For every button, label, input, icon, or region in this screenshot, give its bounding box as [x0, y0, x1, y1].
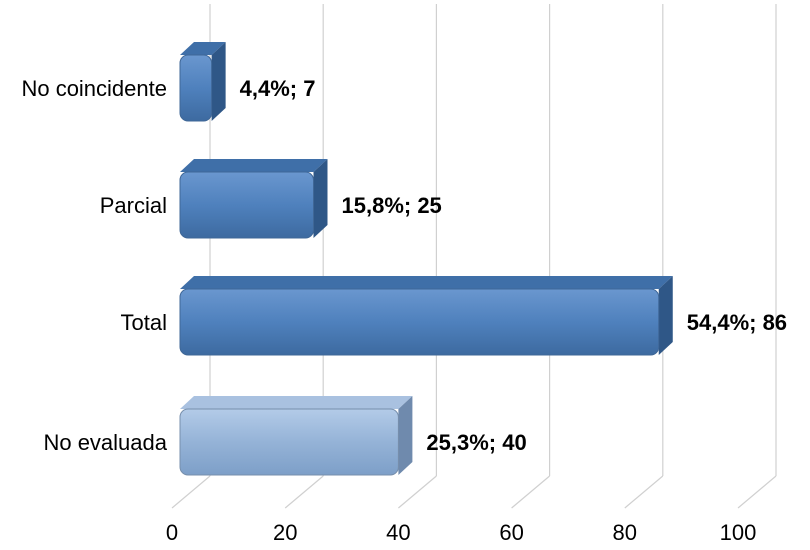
- gridlines: [171, 4, 777, 509]
- bar-side-face: [313, 159, 328, 238]
- bar-side-face: [658, 276, 673, 355]
- bar-top-face: [180, 276, 673, 289]
- data-label: 54,4%; 86: [687, 310, 787, 335]
- floor-line-40: [398, 475, 437, 509]
- bars: [179, 42, 673, 476]
- floor-line-100: [737, 475, 777, 509]
- category-label: No coincidente: [21, 76, 167, 101]
- category-label: No evaluada: [43, 430, 167, 455]
- x-tick-label: 60: [499, 520, 523, 545]
- bar-top-face: [180, 42, 226, 55]
- category-label: Parcial: [100, 193, 167, 218]
- bar-front-face: [179, 54, 213, 122]
- data-label: 25,3%; 40: [426, 430, 526, 455]
- x-tick-label: 0: [166, 520, 178, 545]
- bar-side-face: [211, 42, 226, 121]
- bar-front-face: [179, 408, 399, 476]
- x-tick-label: 20: [273, 520, 297, 545]
- bar-total: [179, 276, 673, 356]
- bar-no-evaluada: [179, 396, 413, 476]
- bar-front-face: [179, 288, 660, 356]
- floor-line-20: [284, 475, 324, 509]
- floor-line-60: [511, 475, 550, 509]
- labels: 0 20 40 60 80 100 No coincidente 4,4%; 7 Parcial…: [21, 76, 787, 545]
- x-tick-label: 80: [613, 520, 637, 545]
- bar-front-face: [179, 171, 314, 239]
- data-label: 4,4%; 7: [240, 76, 316, 101]
- bar-top-face: [180, 396, 413, 409]
- category-label: Total: [121, 310, 167, 335]
- x-tick-label: 100: [720, 520, 757, 545]
- bar-side-face: [398, 396, 413, 475]
- bar-no-coincidente: [179, 42, 226, 122]
- bar-top-face: [180, 159, 328, 172]
- data-label: 15,8%; 25: [342, 193, 442, 218]
- bar-parcial: [179, 159, 328, 239]
- floor-line-0: [171, 475, 211, 509]
- x-tick-label: 40: [386, 520, 410, 545]
- floor-line-80: [624, 475, 664, 509]
